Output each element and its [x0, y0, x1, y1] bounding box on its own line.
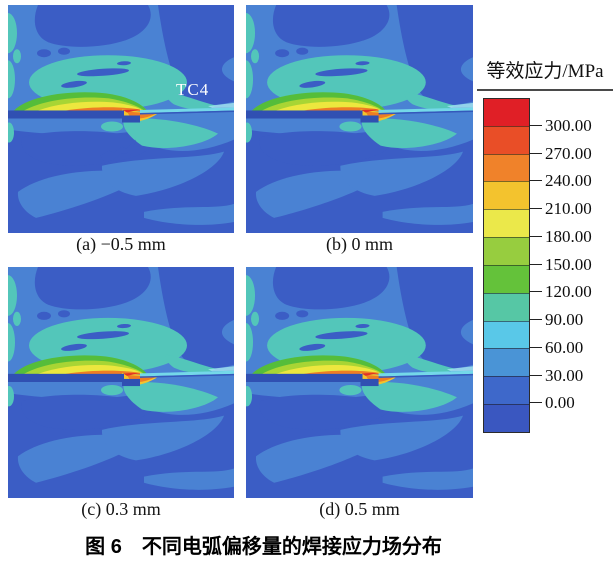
legend-title: 等效应力/MPa: [486, 61, 604, 82]
legend-color-segment: [484, 404, 529, 432]
contour-plot-c: [8, 267, 234, 498]
stress-contour-panel-d: [246, 267, 473, 498]
legend-color-segment: [484, 237, 529, 265]
figure-caption: 图 6 不同电弧偏移量的焊接应力场分布: [85, 536, 442, 558]
legend-tick-label: 240.00: [545, 171, 592, 191]
legend-tick-mark: [529, 235, 542, 237]
legend-color-segment: [484, 264, 529, 293]
legend-color-segment: [484, 153, 529, 182]
legend-tick-mark: [529, 152, 542, 154]
legend-tick-label: 180.00: [545, 226, 592, 246]
legend-color-segment: [484, 348, 529, 377]
panel-label-d: (d) 0.5 mm: [319, 499, 400, 519]
legend-tick-label: 60.00: [545, 337, 584, 357]
legend-tick-mark: [529, 208, 542, 209]
legend-tick-mark: [529, 291, 542, 293]
legend-color-segment: [484, 209, 529, 238]
legend-color-segment: [484, 292, 529, 321]
material-annotation-tc4: TC4: [176, 80, 210, 99]
legend-tick-label: 210.00: [545, 199, 592, 218]
legend-tick-label: 150.00: [545, 254, 592, 274]
legend-color-segment: [484, 181, 529, 210]
stress-contour-panel-a: TC4: [8, 5, 234, 233]
legend-tick-mark: [529, 263, 542, 265]
contour-plot-a: [8, 5, 234, 233]
legend-color-segment: [484, 99, 529, 126]
panel-label-c: (c) 0.3 mm: [81, 499, 161, 519]
stress-colorbar-legend: 等效应力/MPa 300.00 270.00 240.00 210.00 180.00 1…: [477, 56, 615, 456]
stress-contour-panel-c: [8, 267, 234, 498]
legend-tick-mark: [529, 374, 542, 376]
contour-plot-d: [246, 267, 473, 498]
stress-contour-panel-b: [246, 5, 473, 233]
legend-color-segment: [484, 125, 529, 154]
legend-tick-mark: [529, 124, 542, 126]
legend-tick-label: 30.00: [545, 365, 584, 385]
legend-tick-label: 300.00: [545, 115, 592, 135]
legend-tick-label: 120.00: [545, 282, 592, 302]
legend-tick-mark: [529, 180, 542, 182]
legend-color-segment: [484, 320, 529, 349]
legend-tick-label: 270.00: [545, 143, 592, 163]
crack-pattern: [100, 139, 136, 163]
legend-tick-mark: [529, 346, 542, 348]
contour-plot-b: [246, 5, 473, 233]
legend-tick-label: 0.00: [545, 393, 575, 413]
legend-tick-label: 90.00: [545, 310, 584, 329]
legend-divider: [477, 89, 613, 91]
legend-tick-mark: [529, 402, 542, 404]
panel-label-b: (b) 0 mm: [326, 234, 393, 254]
legend-color-segment: [484, 376, 529, 405]
panel-label-a: (a) −0.5 mm: [76, 234, 166, 254]
legend-colorbar: [483, 98, 530, 433]
legend-tick-mark: [529, 319, 542, 320]
